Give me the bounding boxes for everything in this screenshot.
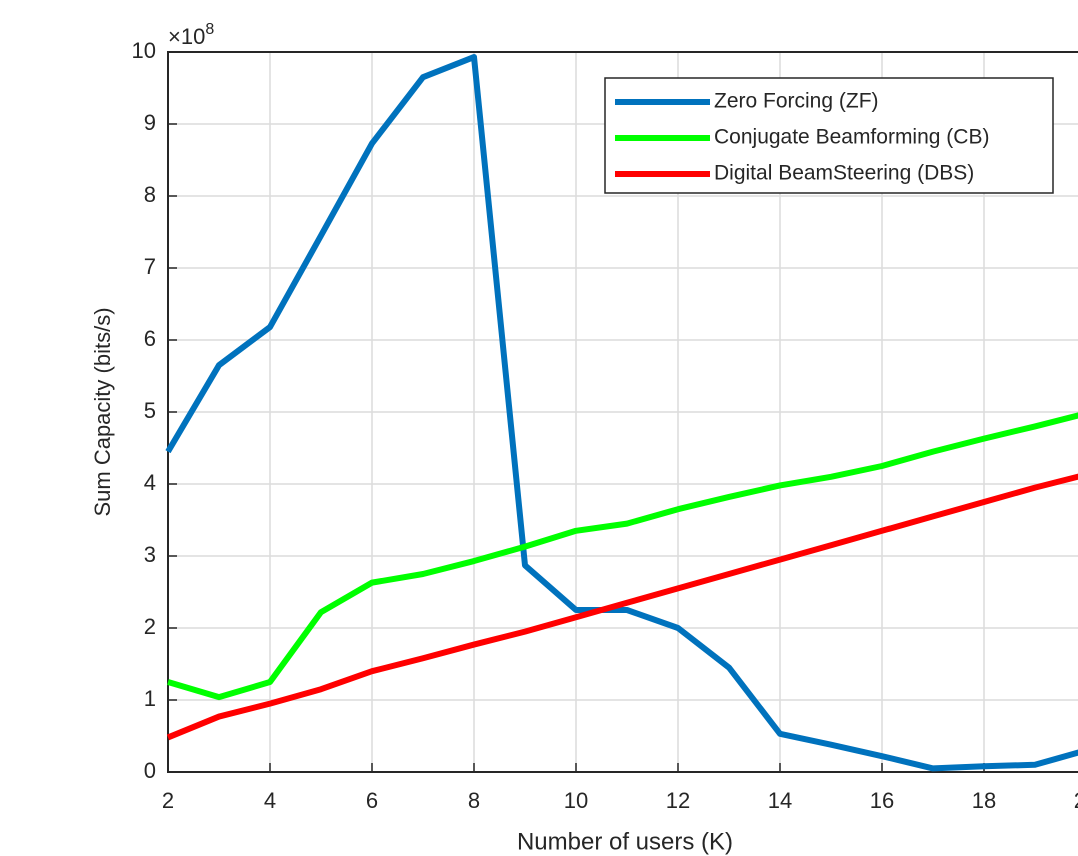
y-tick-label: 10 <box>132 38 156 63</box>
axes-box <box>167 51 1078 773</box>
y-tick-label: 1 <box>144 686 156 711</box>
legend-label: Conjugate Beamforming (CB) <box>714 126 989 149</box>
x-tick-label: 4 <box>264 788 276 813</box>
x-tick-label: 18 <box>972 788 996 813</box>
multiplier-base: ×10 <box>168 24 205 49</box>
multiplier-exponent: 8 <box>205 21 214 38</box>
x-axis-label: Number of users (K) <box>517 828 733 855</box>
y-tick-label: 8 <box>144 182 156 207</box>
y-tick-label: 5 <box>144 398 156 423</box>
x-tick-label: 10 <box>564 788 588 813</box>
legend-label: Digital BeamSteering (DBS) <box>714 162 974 185</box>
series-line <box>165 54 1078 772</box>
series-line <box>167 412 1078 701</box>
y-tick-label: 0 <box>144 758 156 783</box>
y-tick-label: 3 <box>144 542 156 567</box>
y-tick-label: 9 <box>144 110 156 135</box>
x-tick-label: 20 <box>1074 788 1078 813</box>
y-tick-label: 6 <box>144 326 156 351</box>
x-tick-label: 6 <box>366 788 378 813</box>
series-line <box>166 473 1078 741</box>
x-tick-label: 14 <box>768 788 792 813</box>
y-tick-label: 7 <box>144 254 156 279</box>
y-tick-label: 4 <box>144 470 156 495</box>
x-tick-label: 12 <box>666 788 690 813</box>
y-tick-label: 2 <box>144 614 156 639</box>
x-tick-label: 16 <box>870 788 894 813</box>
y-axis-label: Sum Capacity (bits/s) <box>90 307 115 516</box>
legend-label: Zero Forcing (ZF) <box>714 90 879 113</box>
y-multiplier: ×108 <box>168 21 214 49</box>
x-tick-label: 8 <box>468 788 480 813</box>
x-tick-label: 2 <box>162 788 174 813</box>
